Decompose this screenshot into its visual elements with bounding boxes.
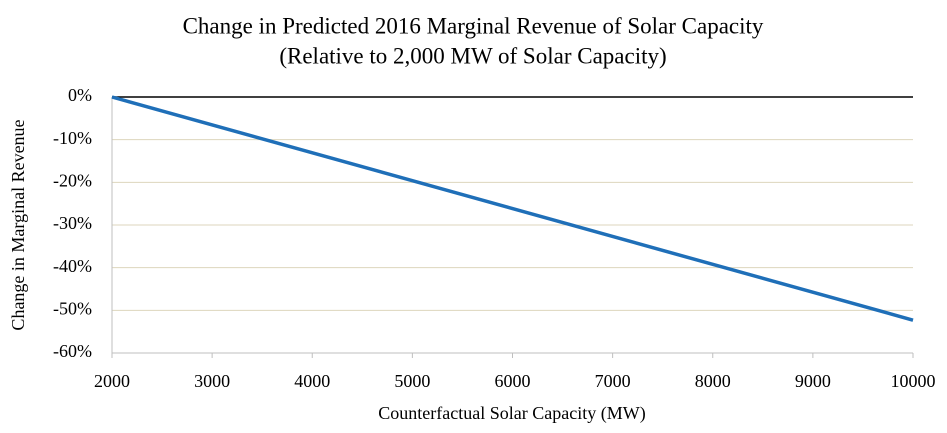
y-tick-label: -40%: [53, 256, 92, 276]
x-tick-label: 8000: [695, 371, 731, 391]
x-tick-label: 6000: [495, 371, 531, 391]
y-tick-label: -60%: [53, 341, 92, 361]
data-line: [111, 95, 914, 322]
y-axis-title: Change in Marginal Revenue: [8, 119, 28, 330]
x-tick-label: 4000: [294, 371, 330, 391]
y-tick-label: -30%: [53, 213, 92, 233]
y-tick-label: 0%: [68, 85, 92, 105]
x-axis-title: Counterfactual Solar Capacity (MW): [378, 403, 645, 424]
y-tick-label: -10%: [53, 128, 92, 148]
x-tick-label: 2000: [94, 371, 130, 391]
x-tick-label: 10000: [891, 371, 936, 391]
chart-title: Change in Predicted 2016 Marginal Revenu…: [183, 13, 764, 38]
chart-subtitle: (Relative to 2,000 MW of Solar Capacity): [279, 43, 666, 68]
x-tick-label: 7000: [595, 371, 631, 391]
y-tick-label: -50%: [53, 298, 92, 318]
x-tick-label: 5000: [394, 371, 430, 391]
x-tick-label: 9000: [795, 371, 831, 391]
y-tick-label: -20%: [53, 170, 92, 190]
x-tick-label: 3000: [194, 371, 230, 391]
